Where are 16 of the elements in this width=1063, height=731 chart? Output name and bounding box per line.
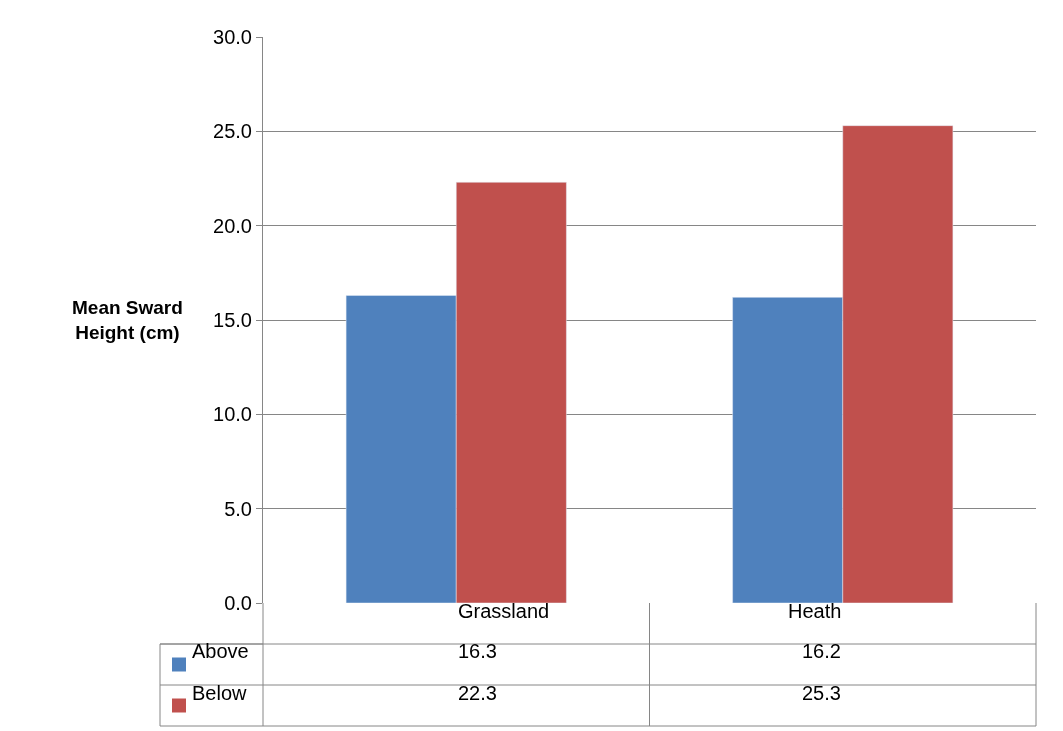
data-label: 16.2	[802, 640, 841, 662]
y-tick-label: 25.0	[213, 120, 252, 143]
data-label: 25.3	[802, 682, 841, 704]
y-tick-label: 10.0	[213, 403, 252, 426]
data-label: 16.3	[458, 640, 497, 662]
x-tick-label: Grassland	[458, 600, 550, 622]
legend-label: Above	[192, 640, 249, 662]
y-axis-title: Mean Sward Height (cm)	[72, 297, 183, 343]
y-tick-label: 5.0	[224, 497, 252, 520]
legend-label: Below	[192, 682, 248, 704]
y-tick-label: 0.0	[224, 592, 252, 614]
y-tick-label: 30.0	[213, 26, 252, 48]
y-tick-label: 15.0	[213, 309, 252, 331]
x-tick-label: Heath	[788, 600, 842, 622]
y-tick-label: 20.0	[213, 214, 252, 237]
data-label: 22.3	[458, 682, 497, 704]
